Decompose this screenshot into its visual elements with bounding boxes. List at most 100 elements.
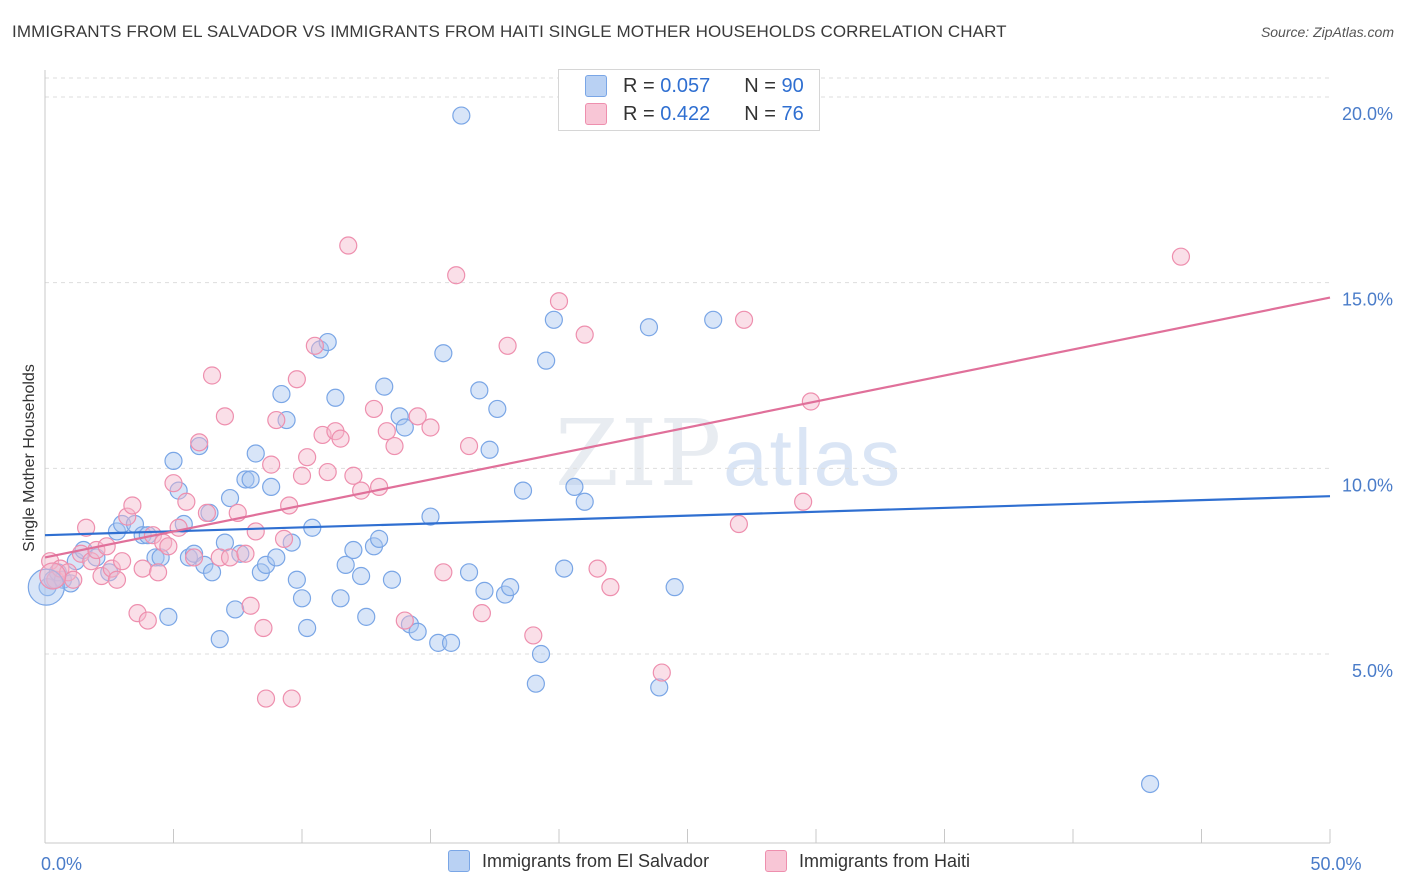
point-haiti bbox=[164, 474, 183, 493]
point-haiti bbox=[236, 544, 255, 563]
watermark-atlas: atlas bbox=[723, 413, 903, 502]
point-el-salvador bbox=[382, 570, 402, 589]
point-haiti bbox=[282, 689, 301, 708]
point-haiti bbox=[459, 436, 479, 456]
point-el-salvador bbox=[452, 106, 471, 125]
point-haiti bbox=[601, 578, 620, 597]
point-haiti-cluster bbox=[39, 562, 67, 590]
point-el-salvador bbox=[531, 644, 551, 664]
legend-row-haiti: R = 0.422 N = 76 bbox=[585, 101, 804, 127]
point-el-salvador bbox=[555, 559, 574, 578]
point-haiti bbox=[148, 563, 168, 582]
point-haiti bbox=[352, 481, 371, 500]
point-haiti bbox=[102, 559, 121, 578]
point-haiti bbox=[128, 604, 147, 623]
point-el-salvador bbox=[565, 477, 584, 496]
point-el-salvador bbox=[475, 581, 494, 600]
legend-n-value: 76 bbox=[781, 102, 804, 125]
point-el-salvador bbox=[501, 578, 520, 597]
point-haiti bbox=[421, 418, 440, 437]
series-legend-label: Immigrants from El Salvador bbox=[482, 850, 710, 871]
point-haiti bbox=[254, 618, 273, 638]
point-haiti bbox=[434, 563, 453, 582]
point-el-salvador bbox=[352, 566, 371, 586]
point-haiti bbox=[262, 455, 281, 474]
point-el-salvador bbox=[298, 618, 317, 638]
point-haiti bbox=[575, 325, 594, 344]
point-el-salvador bbox=[246, 444, 265, 463]
point-el-salvador bbox=[202, 563, 222, 582]
legend-n-label: N = bbox=[744, 102, 776, 125]
legend-n-value: 90 bbox=[781, 74, 804, 97]
point-el-salvador bbox=[326, 388, 345, 407]
point-haiti bbox=[549, 292, 569, 311]
point-haiti bbox=[339, 236, 358, 255]
point-haiti bbox=[734, 310, 754, 329]
point-el-salvador bbox=[210, 630, 229, 649]
point-el-salvador bbox=[390, 407, 409, 426]
point-el-salvador bbox=[262, 477, 281, 496]
point-el-salvador bbox=[434, 344, 453, 363]
point-haiti bbox=[118, 507, 137, 526]
legend-r-label: R = bbox=[623, 102, 655, 125]
point-el-salvador bbox=[357, 607, 376, 626]
trendline-el-salvador bbox=[44, 495, 1331, 537]
point-el-salvador bbox=[287, 570, 306, 589]
legend-row-el-salvador: R = 0.057 N = 90 bbox=[585, 73, 804, 99]
point-el-salvador bbox=[256, 555, 276, 574]
point-haiti bbox=[447, 266, 466, 285]
point-el-salvador bbox=[277, 410, 296, 430]
series-legend-el-salvador[interactable]: Immigrants from El Salvador bbox=[448, 850, 709, 872]
point-haiti bbox=[287, 370, 306, 389]
point-haiti bbox=[202, 366, 222, 385]
point-haiti bbox=[210, 548, 229, 567]
point-haiti bbox=[220, 548, 240, 567]
point-haiti bbox=[370, 477, 389, 496]
point-el-salvador bbox=[272, 384, 291, 404]
point-el-salvador bbox=[195, 555, 214, 574]
legend-swatch-pink bbox=[585, 103, 607, 125]
point-haiti bbox=[280, 496, 299, 515]
point-haiti bbox=[197, 503, 217, 522]
point-haiti bbox=[241, 596, 260, 615]
point-haiti bbox=[159, 537, 178, 556]
correlation-legend: R = 0.057 N = 90 R = 0.422 N = 76 bbox=[558, 69, 820, 131]
point-haiti bbox=[318, 462, 337, 482]
point-el-salvador bbox=[470, 381, 489, 400]
point-haiti bbox=[274, 529, 294, 548]
point-haiti bbox=[64, 570, 83, 589]
point-el-salvador bbox=[488, 399, 507, 419]
point-haiti bbox=[298, 448, 317, 467]
y-tick-label: 20.0% bbox=[1342, 104, 1393, 124]
point-haiti bbox=[107, 570, 127, 589]
point-haiti bbox=[331, 429, 350, 448]
point-haiti bbox=[138, 611, 157, 630]
point-el-salvador bbox=[704, 310, 723, 329]
point-haiti bbox=[123, 496, 142, 515]
point-haiti bbox=[472, 604, 491, 623]
point-haiti bbox=[184, 548, 204, 567]
point-haiti bbox=[177, 492, 196, 511]
point-haiti bbox=[305, 336, 324, 355]
legend-r-value: 0.422 bbox=[660, 102, 711, 125]
point-el-salvador bbox=[336, 555, 355, 574]
point-haiti bbox=[385, 436, 404, 456]
point-el-salvador bbox=[459, 563, 479, 582]
point-el-salvador bbox=[526, 674, 545, 693]
point-haiti bbox=[77, 518, 96, 537]
y-tick-label: 5.0% bbox=[1352, 661, 1393, 681]
point-el-salvador bbox=[575, 492, 594, 511]
point-el-salvador bbox=[292, 589, 312, 608]
series-legend-haiti[interactable]: Immigrants from Haiti bbox=[765, 850, 970, 872]
point-haiti bbox=[82, 552, 101, 571]
point-el-salvador bbox=[241, 470, 260, 489]
point-el-salvador bbox=[344, 540, 363, 560]
point-haiti bbox=[729, 514, 749, 534]
point-haiti bbox=[292, 466, 312, 485]
point-haiti bbox=[215, 407, 234, 426]
y-tick-label: 10.0% bbox=[1342, 475, 1393, 495]
point-el-salvador bbox=[159, 607, 178, 626]
point-el-salvador bbox=[408, 622, 427, 641]
point-el-salvador bbox=[370, 529, 389, 548]
